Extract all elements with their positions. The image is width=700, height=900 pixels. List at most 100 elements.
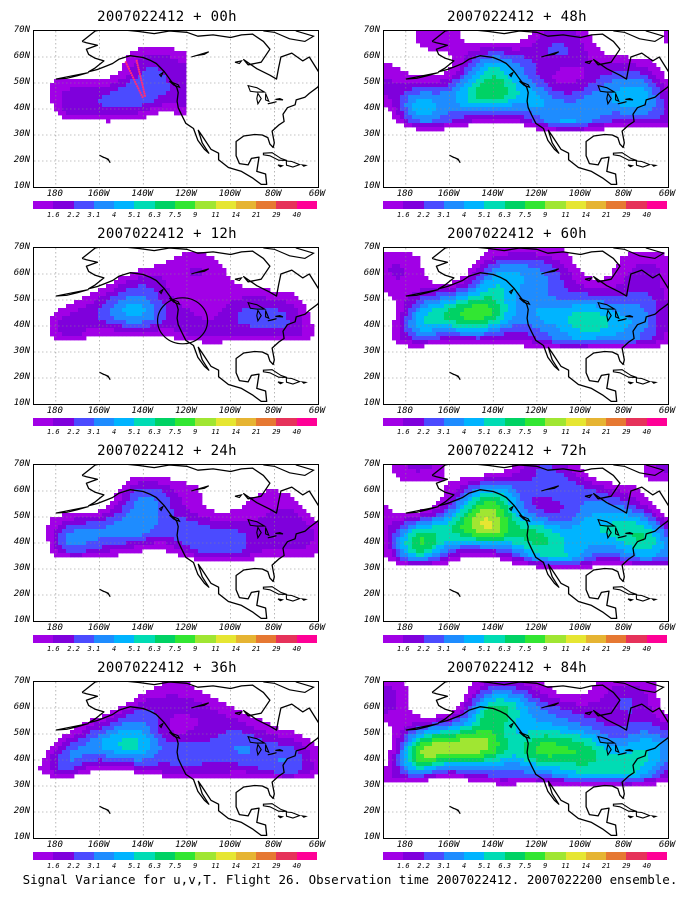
latitude-label: 20N	[363, 155, 380, 165]
panel-title: 2007022412 + 12h	[97, 226, 237, 242]
latitude-label: 10N	[13, 615, 30, 625]
longitude-label: 140W	[481, 623, 504, 633]
latitude-label: 60N	[363, 51, 380, 61]
island-outline	[277, 598, 285, 602]
colorbar-level-label: 40	[642, 645, 651, 653]
island-outline	[650, 164, 658, 167]
colorbar-swatch	[423, 635, 444, 643]
colorbar-swatch	[154, 418, 175, 426]
map-area	[383, 30, 669, 188]
colorbar-swatch	[256, 201, 277, 209]
coastline	[431, 248, 668, 403]
colorbar-swatch	[215, 852, 236, 860]
colorbar-level-label: 4	[112, 211, 117, 219]
latitude-label: 50N	[363, 728, 380, 738]
colorbar-swatch	[235, 852, 257, 860]
island-outline	[99, 154, 111, 164]
island-outline	[606, 742, 612, 757]
latitude-label: 20N	[363, 806, 380, 816]
colorbar-level-label: 29	[622, 645, 631, 653]
colorbar-swatch	[646, 635, 667, 643]
longitude-label: 160W	[87, 189, 110, 199]
colorbar-swatch	[565, 418, 586, 426]
colorbar-level-label: 5.1	[478, 645, 491, 653]
island-outline	[541, 268, 560, 275]
island-outline	[158, 722, 165, 729]
colorbar-labels: 1.6 2.2 3.1 4 5.1 6.3 7.5 9 11 14 21 29 40	[383, 645, 667, 654]
colorbar-swatch	[626, 418, 647, 426]
colorbar-level-label: 21	[601, 645, 611, 653]
island-outline	[265, 310, 270, 320]
colorbar-level-label: 4	[462, 211, 467, 219]
colorbar-swatch	[73, 852, 94, 860]
island-outline	[267, 752, 277, 756]
colorbar-level-label: 1.6	[396, 428, 410, 436]
colorbar-swatch	[464, 418, 485, 426]
colorbar-swatch	[134, 635, 155, 643]
colorbar-swatch	[606, 418, 627, 426]
island-outline	[650, 815, 658, 818]
island-outline	[625, 749, 634, 752]
coastline	[431, 682, 668, 837]
colorbar-level-label: 5.1	[128, 211, 141, 219]
island-outline	[234, 494, 243, 499]
island-outline	[158, 505, 165, 512]
map-area	[33, 247, 319, 405]
gridlines	[34, 248, 318, 404]
longitude-label: 140W	[481, 406, 504, 416]
island-outline	[519, 731, 531, 740]
map-panel: 2007022412 + 48h 70N 60N 50N 40N 30N 20N 10N 180…	[352, 8, 682, 223]
island-outline	[597, 518, 617, 527]
colorbar-swatch	[524, 201, 546, 209]
colorbar-level-label: 29	[272, 862, 281, 870]
island-outline	[262, 586, 288, 596]
latitude-label: 10N	[13, 181, 30, 191]
colorbar-swatch	[73, 201, 94, 209]
colorbar-level-label: 14	[581, 428, 591, 436]
panel-title: 2007022412 + 36h	[97, 660, 237, 676]
colorbar-level-label: 14	[581, 862, 591, 870]
island-outline	[300, 381, 308, 384]
coastline	[431, 465, 668, 620]
latitude-label: 70N	[363, 459, 380, 469]
colorbar-level-label: 1.6	[396, 862, 410, 870]
colorbar-swatch	[134, 852, 155, 860]
longitude-label: 140W	[131, 623, 154, 633]
colorbar-swatch	[443, 201, 465, 209]
longitude-label: 160W	[437, 189, 460, 199]
colorbar-level-label: 2.2	[417, 645, 430, 653]
colorbar-level-label: 40	[642, 211, 651, 219]
colorbar	[33, 418, 317, 426]
colorbar-level-label: 21	[601, 862, 611, 870]
colorbar-level-label: 6.3	[148, 645, 162, 653]
colorbar-level-label: 5.1	[478, 428, 491, 436]
longitude-label: 180	[46, 189, 63, 199]
colorbar-level-label: 6.3	[498, 211, 512, 219]
map-panel: 2007022412 + 36h 70N 60N 50N 40N 30N 20N 10N 180…	[2, 659, 332, 874]
colorbar-swatch	[626, 201, 647, 209]
colorbar-labels: 1.6 2.2 3.1 4 5.1 6.3 7.5 9 11 14 21 29 40	[33, 862, 317, 871]
colorbar-level-label: 21	[251, 211, 261, 219]
longitude-label: 60W	[658, 623, 676, 633]
colorbar-swatch	[403, 201, 424, 209]
longitude-label: 160W	[87, 840, 110, 850]
latitude-label: 40N	[13, 103, 30, 113]
colorbar-level-label: 4	[112, 428, 117, 436]
latitude-label: 20N	[363, 589, 380, 599]
colorbar-level-label: 9	[543, 862, 548, 870]
latitude-label: 40N	[13, 537, 30, 547]
longitude-label: 100W	[218, 623, 241, 633]
colorbar-level-label: 2.2	[67, 645, 80, 653]
island-outline	[635, 160, 652, 168]
island-outline	[617, 101, 627, 105]
colorbar-swatch	[235, 418, 257, 426]
colorbar-level-label: 7.5	[168, 211, 182, 219]
island-outline	[191, 702, 210, 709]
colorbar	[33, 635, 317, 643]
island-outline	[247, 84, 267, 93]
colorbar-level-label: 11	[561, 428, 570, 436]
island-outline	[191, 268, 210, 275]
island-outline	[519, 80, 531, 89]
colorbar-level-label: 9	[193, 645, 198, 653]
latitude-label: 50N	[13, 728, 30, 738]
